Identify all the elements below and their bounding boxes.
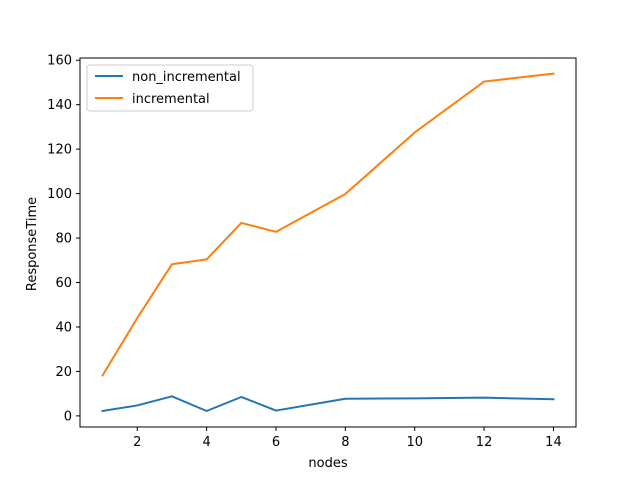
- x-tick-label: 12: [476, 435, 493, 450]
- y-tick-label: 120: [47, 143, 72, 158]
- legend-label-incremental: incremental: [132, 92, 210, 107]
- y-tick-label: 0: [64, 409, 72, 424]
- series-line-incremental: [101, 72, 555, 377]
- legend-box: [86, 64, 254, 112]
- series-line-non-incremental: [101, 395, 555, 413]
- y-tick-label: 60: [55, 276, 72, 291]
- y-tick-label: 20: [55, 365, 72, 380]
- chart-marks: [101, 72, 555, 413]
- y-tick-label: 100: [47, 187, 72, 202]
- x-tick-label: 2: [133, 435, 141, 450]
- legend-label-non-incremental: non_incremental: [132, 70, 241, 85]
- legend: non_incremental incremental: [86, 64, 254, 112]
- x-tick-label: 8: [341, 435, 349, 450]
- x-tick-label: 14: [545, 435, 562, 450]
- y-tick-label: 160: [47, 54, 72, 69]
- plot-frame: [79, 57, 577, 428]
- y-tick-label: 140: [47, 98, 72, 113]
- y-axis-label: ResponseTime: [25, 197, 40, 291]
- x-tick-label: 6: [272, 435, 280, 450]
- y-tick-label: 40: [55, 320, 72, 335]
- x-tick-label: 10: [406, 435, 423, 450]
- x-tick-label: 4: [202, 435, 210, 450]
- x-axis-label: nodes: [308, 456, 347, 471]
- y-tick-label: 80: [55, 232, 72, 247]
